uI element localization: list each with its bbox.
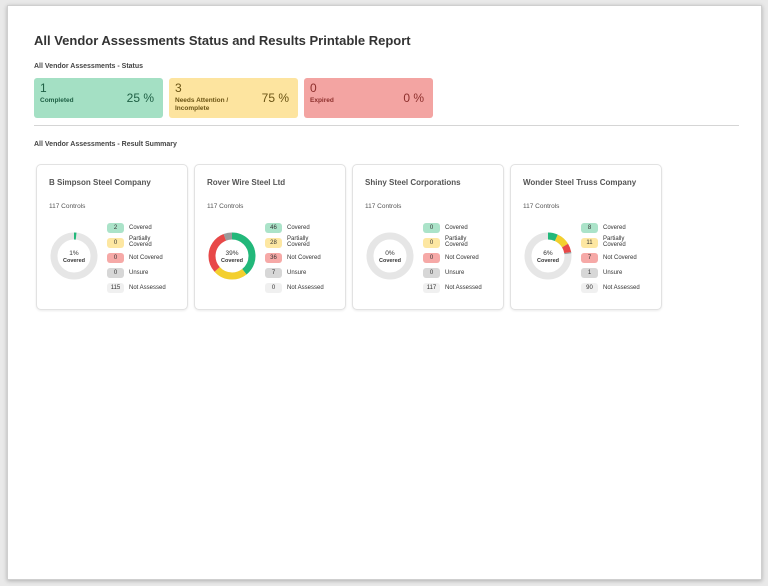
controls-count: 117 Controls	[365, 203, 402, 210]
vendor-name: B Simpson Steel Company	[49, 178, 151, 187]
count-badge: 0	[265, 283, 282, 293]
legend-label: Not Covered	[445, 254, 479, 261]
donut-segment-unsure	[208, 232, 256, 280]
donut-center-label: Covered	[537, 258, 559, 264]
legend-label-line1: Partially	[445, 236, 467, 242]
legend-label-line1: Partially	[129, 236, 151, 242]
count-badge: 0	[423, 238, 440, 248]
legend-label: Covered	[287, 224, 310, 231]
vendor-card[interactable]: Wonder Steel Truss Company 117 Controls 6%…	[510, 164, 662, 310]
report-page: All Vendor Assessments Status and Result…	[7, 5, 762, 580]
status-label: Expired	[310, 97, 334, 104]
donut-segment-covered	[524, 232, 572, 280]
donut-percent: 39%	[225, 250, 238, 257]
status-percent: 75 %	[261, 91, 289, 105]
status-percent: 0 %	[403, 91, 424, 105]
count-badge: 0	[107, 268, 124, 278]
coverage-donut: 0%Covered	[366, 232, 414, 280]
vendor-card[interactable]: B Simpson Steel Company 117 Controls 1% Cov…	[36, 164, 188, 310]
vendor-card[interactable]: Rover Wire Steel Ltd 117 Controls 39% Cover…	[194, 164, 346, 310]
legend-label: Partially Covered	[287, 236, 310, 248]
coverage-donut: 39%Covered	[208, 232, 256, 280]
coverage-donut: 6%Covered	[524, 232, 572, 280]
summary-section-label: All Vendor Assessments - Result Summary	[34, 141, 177, 148]
count-badge: 36	[265, 253, 282, 263]
status-count: 3	[175, 81, 182, 95]
donut-percent: 6%	[543, 250, 553, 257]
legend-label: Partially Covered	[445, 236, 468, 248]
status-label: Needs Attention /	[175, 97, 229, 104]
legend-label-line1: Partially	[287, 236, 309, 242]
status-card-needs-attention[interactable]: 3 Needs Attention / Incomplete 75 %	[169, 78, 298, 118]
count-badge: 46	[265, 223, 282, 233]
count-badge: 2	[107, 223, 124, 233]
donut-percent: 1%	[69, 250, 79, 257]
donut-center-label: Covered	[63, 258, 85, 264]
section-divider	[34, 125, 739, 126]
legend-label: Not Assessed	[129, 284, 166, 291]
vendor-name: Shiny Steel Corporations	[365, 178, 461, 187]
count-badge: 0	[107, 253, 124, 263]
status-count: 0	[310, 81, 317, 95]
legend-label: Partially Covered	[603, 236, 626, 248]
legend-label: Not Covered	[129, 254, 163, 261]
legend-label: Not Covered	[287, 254, 321, 261]
coverage-donut: 1%Covered	[50, 232, 98, 280]
legend-label-line2: Covered	[603, 242, 626, 248]
status-label: Completed	[40, 97, 74, 104]
count-badge: 115	[107, 283, 124, 293]
legend-label-line2: Covered	[129, 242, 152, 248]
donut-segment-covered	[50, 232, 98, 280]
legend-label: Not Covered	[603, 254, 637, 261]
count-badge: 11	[581, 238, 598, 248]
donut-center-label: Covered	[379, 258, 401, 264]
legend-label: Partially Covered	[129, 236, 152, 248]
donut-percent: 0%	[385, 250, 395, 257]
status-section-label: All Vendor Assessments - Status	[34, 63, 144, 70]
legend-label: Covered	[129, 224, 152, 231]
count-badge: 0	[423, 223, 440, 233]
status-label-line2: Incomplete	[175, 105, 210, 112]
count-badge: 1	[581, 268, 598, 278]
legend-label: Not Assessed	[603, 284, 640, 291]
count-badge: 0	[423, 253, 440, 263]
status-card-expired[interactable]: 0 Expired 0 %	[304, 78, 433, 118]
donut-segment-partial	[208, 232, 256, 280]
controls-count: 117 Controls	[49, 203, 86, 210]
donut-track	[366, 232, 414, 280]
count-badge: 8	[581, 223, 598, 233]
legend-label: Unsure	[445, 269, 465, 276]
legend-label: Unsure	[603, 269, 623, 276]
status-count: 1	[40, 81, 47, 95]
vendor-card[interactable]: Shiny Steel Corporations 117 Controls 0% Co…	[352, 164, 504, 310]
legend-label: Not Assessed	[445, 284, 482, 291]
legend-label: Covered	[603, 224, 626, 231]
controls-count: 117 Controls	[523, 203, 560, 210]
vendor-name: Wonder Steel Truss Company	[523, 178, 637, 187]
legend-label: Unsure	[287, 269, 307, 276]
count-badge: 7	[581, 253, 598, 263]
legend-label-line2: Covered	[445, 242, 468, 248]
page-title: All Vendor Assessments Status and Result…	[34, 33, 411, 48]
donut-center-label: Covered	[221, 258, 243, 264]
count-badge: 117	[423, 283, 440, 293]
count-badge: 28	[265, 238, 282, 248]
count-badge: 0	[423, 268, 440, 278]
count-badge: 7	[265, 268, 282, 278]
vendor-name: Rover Wire Steel Ltd	[207, 178, 286, 187]
controls-count: 117 Controls	[207, 203, 244, 210]
legend-label: Covered	[445, 224, 468, 231]
legend-label: Unsure	[129, 269, 149, 276]
legend-label-line2: Covered	[287, 242, 310, 248]
legend-label: Not Assessed	[287, 284, 324, 291]
count-badge: 90	[581, 283, 598, 293]
status-percent: 25 %	[126, 91, 154, 105]
count-badge: 0	[107, 238, 124, 248]
legend-label-line1: Partially	[603, 236, 625, 242]
donut-segment-not-covered	[208, 232, 256, 280]
status-card-completed[interactable]: 1 Completed 25 %	[34, 78, 163, 118]
